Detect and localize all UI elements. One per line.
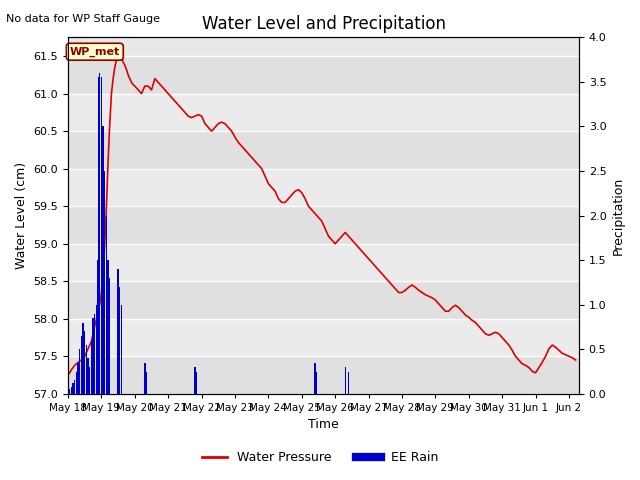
Bar bbox=[97, 260, 99, 394]
Legend: Water Pressure, EE Rain: Water Pressure, EE Rain bbox=[196, 446, 444, 469]
Bar bbox=[68, 356, 579, 394]
Bar bbox=[68, 131, 579, 168]
Bar bbox=[98, 77, 99, 394]
Y-axis label: Water Level (cm): Water Level (cm) bbox=[15, 162, 28, 269]
Bar bbox=[69, 389, 70, 394]
Bar bbox=[74, 381, 76, 394]
Bar bbox=[96, 305, 97, 394]
Bar bbox=[314, 362, 316, 394]
Bar bbox=[68, 281, 579, 319]
Bar bbox=[68, 94, 579, 131]
Bar bbox=[94, 313, 95, 394]
Bar bbox=[99, 73, 100, 394]
Bar bbox=[348, 372, 349, 394]
Bar bbox=[316, 372, 317, 394]
Bar bbox=[106, 216, 107, 394]
Bar bbox=[68, 206, 579, 244]
Bar bbox=[119, 287, 120, 394]
Bar bbox=[102, 126, 104, 394]
Bar bbox=[146, 372, 147, 394]
Bar bbox=[72, 383, 74, 394]
Bar bbox=[344, 367, 346, 394]
Bar bbox=[68, 244, 579, 281]
Bar bbox=[70, 387, 72, 394]
Bar bbox=[88, 358, 89, 394]
Bar bbox=[79, 349, 81, 394]
Y-axis label: Precipitation: Precipitation bbox=[612, 177, 625, 255]
Bar bbox=[196, 372, 197, 394]
Bar bbox=[144, 362, 145, 394]
Bar bbox=[89, 367, 90, 394]
Bar bbox=[108, 260, 109, 394]
Text: WP_met: WP_met bbox=[70, 47, 120, 57]
Bar bbox=[86, 345, 87, 394]
Bar bbox=[104, 171, 106, 394]
Bar bbox=[68, 168, 579, 206]
Bar bbox=[76, 372, 77, 394]
Bar bbox=[68, 56, 579, 94]
Bar bbox=[195, 367, 196, 394]
Text: No data for WP Staff Gauge: No data for WP Staff Gauge bbox=[6, 14, 161, 24]
Title: Water Level and Precipitation: Water Level and Precipitation bbox=[202, 15, 445, 33]
Bar bbox=[68, 319, 579, 356]
Bar bbox=[109, 278, 111, 394]
Bar bbox=[83, 323, 84, 394]
Bar bbox=[100, 77, 102, 394]
Bar bbox=[118, 269, 119, 394]
Bar bbox=[91, 340, 92, 394]
Bar bbox=[81, 336, 82, 394]
Bar bbox=[84, 331, 85, 394]
Bar bbox=[121, 305, 122, 394]
Bar bbox=[77, 362, 79, 394]
X-axis label: Time: Time bbox=[308, 419, 339, 432]
Bar bbox=[92, 318, 93, 394]
